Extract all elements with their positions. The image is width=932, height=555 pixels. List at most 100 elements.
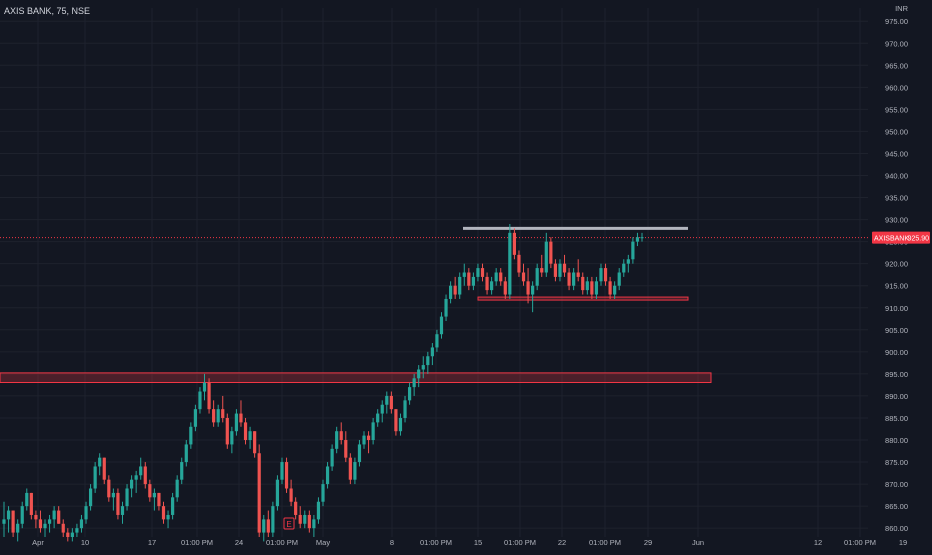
candle-body[interactable] [407,387,412,401]
candle-body[interactable] [88,488,93,507]
candle-body[interactable] [239,413,243,423]
candle-body[interactable] [47,519,52,524]
candle-body[interactable] [553,263,558,277]
candle-body[interactable] [29,492,33,515]
candle-body[interactable] [2,519,6,524]
candle-body[interactable] [467,272,471,286]
candle-body[interactable] [622,263,626,273]
candle-body[interactable] [444,298,448,317]
candle-body[interactable] [471,276,475,286]
candle-body[interactable] [161,506,166,520]
candle-body[interactable] [590,281,594,295]
candle-body[interactable] [435,334,439,348]
candle-body[interactable] [608,281,612,295]
candle-body[interactable] [189,426,193,445]
candle-body[interactable] [16,523,20,533]
candle-body[interactable] [298,514,302,524]
candle-body[interactable] [394,409,398,432]
candle-body[interactable] [462,272,466,277]
candle-body[interactable] [262,519,266,533]
candle-body[interactable] [152,492,156,498]
candle-body[interactable] [499,272,503,282]
candle-body[interactable] [357,444,362,463]
candle-body[interactable] [453,285,457,295]
candle-body[interactable] [312,519,316,529]
candle-body[interactable] [184,444,188,463]
candle-body[interactable] [307,514,311,529]
candle-body[interactable] [171,497,175,515]
candle-body[interactable] [366,435,371,441]
candle-body[interactable] [626,259,630,264]
candle-body[interactable] [599,268,603,282]
candle-body[interactable] [253,431,257,454]
candle-body[interactable] [521,272,526,282]
candle-body[interactable] [572,272,576,286]
candle-body[interactable] [120,506,125,515]
candle-body[interactable] [6,510,11,520]
earnings-marker[interactable] [283,517,295,530]
candle-body[interactable] [526,281,530,295]
candle-body[interactable] [66,532,70,537]
candle-body[interactable] [398,417,403,432]
candle-body[interactable] [116,492,120,515]
candle-body[interactable] [325,466,330,485]
candle-body[interactable] [284,462,289,489]
candle-body[interactable] [494,272,498,282]
candle-body[interactable] [485,276,489,291]
candle-body[interactable] [93,466,97,489]
candle-body[interactable] [362,435,366,445]
candle-body[interactable] [330,448,334,467]
candle-body[interactable] [535,268,539,286]
candle-body[interactable] [166,514,170,520]
candle-body[interactable] [439,316,444,335]
candle-body[interactable] [148,484,152,498]
candle-body[interactable] [635,237,640,242]
candle-body[interactable] [243,422,248,441]
candle-body[interactable] [111,492,115,498]
candle-body[interactable] [70,532,74,537]
candle-body[interactable] [75,528,79,533]
candle-body[interactable] [193,409,197,427]
candle-body[interactable] [11,510,15,533]
candle-body[interactable] [107,479,111,498]
candle-body[interactable] [531,285,535,295]
candle-body[interactable] [202,382,207,392]
candle-body[interactable] [412,378,416,388]
candle-body[interactable] [549,241,553,264]
candle-body[interactable] [617,272,621,286]
candle-body[interactable] [271,506,275,533]
candle-body[interactable] [567,272,571,286]
candle-body[interactable] [585,281,589,291]
candle-body[interactable] [52,510,56,520]
candle-body[interactable] [221,409,225,418]
candle-body[interactable] [613,285,617,295]
candle-body[interactable] [257,453,261,533]
candle-body[interactable] [294,501,298,515]
candle-body[interactable] [61,523,65,533]
candle-body[interactable] [517,254,521,273]
candle-body[interactable] [84,506,88,520]
candle-body[interactable] [353,462,357,480]
candle-body[interactable] [248,431,252,441]
candle-body[interactable] [102,457,106,480]
candle-body[interactable] [79,519,84,529]
candle-body[interactable] [348,457,352,480]
candle-body[interactable] [198,391,202,410]
candle-body[interactable] [98,457,102,467]
candle-body[interactable] [134,475,138,480]
candle-body[interactable] [581,276,585,291]
candle-body[interactable] [275,479,280,507]
candle-body[interactable] [303,514,307,524]
candle-body[interactable] [380,404,384,414]
candle-body[interactable] [157,492,161,507]
candle-body[interactable] [234,413,239,432]
candle-body[interactable] [371,422,375,441]
candle-body[interactable] [57,510,61,524]
candle-body[interactable] [430,347,434,357]
candle-body[interactable] [421,365,425,370]
candle-body[interactable] [38,519,43,529]
candle-body[interactable] [503,281,507,295]
candle-body[interactable] [512,232,516,255]
